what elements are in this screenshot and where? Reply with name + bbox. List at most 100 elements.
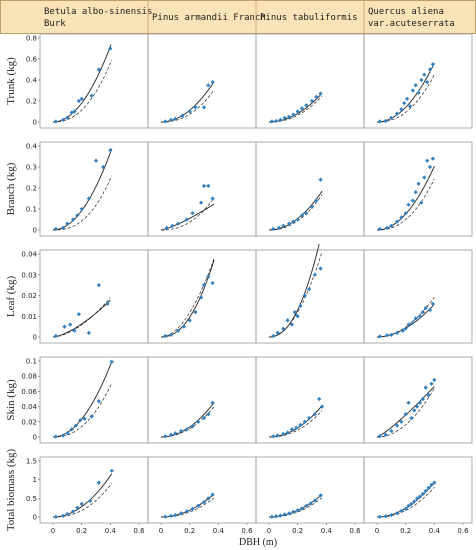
- data-point: [295, 314, 300, 319]
- data-point: [425, 80, 430, 85]
- data-point: [271, 434, 276, 439]
- data-point: [286, 511, 292, 516]
- data-point: [377, 226, 382, 232]
- data-point: [317, 396, 322, 402]
- data-point: [419, 77, 424, 83]
- data-point: [291, 509, 296, 514]
- column-header-line1: Pinus armandii Franch: [152, 13, 266, 23]
- data-point: [291, 219, 296, 224]
- data-point: [312, 272, 317, 277]
- data-point: [389, 428, 394, 434]
- fit-curve-dashed: [52, 483, 113, 518]
- x-tick-label: 0.4: [429, 527, 441, 535]
- data-point: [276, 225, 282, 230]
- data-point: [62, 324, 67, 329]
- data-point: [210, 400, 215, 405]
- data-point: [427, 164, 433, 170]
- data-point: [199, 200, 204, 205]
- x-tick-label: 0.4: [213, 527, 225, 535]
- scatter-panel: 0 0.02 0.04 0.06 0.08 0.1: [21, 356, 149, 444]
- panel-border: [39, 456, 149, 524]
- data-point: [304, 211, 309, 216]
- data-point: [60, 225, 66, 230]
- x-tick-label: 0: [159, 527, 163, 535]
- data-point: [318, 177, 323, 182]
- data-point: [206, 183, 211, 188]
- y-tick-label: 0.02: [21, 418, 37, 426]
- data-point: [420, 396, 425, 402]
- fit-curve-solid: [376, 482, 435, 518]
- fit-curve-dashed: [160, 197, 215, 231]
- data-point: [299, 106, 305, 111]
- fit-curve-solid: [160, 402, 215, 438]
- fit-curve-dashed: [52, 297, 111, 338]
- data-point: [289, 322, 295, 327]
- column-header-line1: Betula albo-sinensis: [44, 7, 152, 17]
- data-point: [96, 480, 101, 485]
- data-point: [314, 198, 319, 203]
- data-point: [196, 419, 201, 424]
- data-point: [319, 404, 325, 409]
- data-point: [164, 225, 169, 230]
- fit-curve-dashed: [268, 410, 323, 438]
- fit-curve-dashed: [52, 175, 113, 231]
- y-tick-label: 0: [33, 119, 37, 127]
- data-point: [82, 416, 87, 421]
- data-point: [292, 310, 297, 315]
- data-point: [271, 226, 276, 232]
- fit-curve-dashed: [268, 194, 323, 231]
- column-header-line1: Quercus aliena: [368, 7, 444, 17]
- y-tick-label: 0: [33, 334, 37, 342]
- fit-curve-solid: [268, 190, 323, 231]
- data-point: [399, 419, 404, 424]
- row-label: Leaf (kg): [5, 276, 17, 318]
- data-point: [184, 217, 189, 222]
- data-point: [53, 434, 58, 439]
- panel-border: [255, 33, 365, 129]
- scatter-panel: [363, 356, 473, 444]
- y-tick-label: 0.3: [26, 164, 37, 172]
- fit-curve-solid: [160, 493, 215, 518]
- data-point: [271, 333, 276, 339]
- x-tick-label: 0: [51, 527, 55, 535]
- fit-curve-dashed: [160, 258, 215, 338]
- data-point: [423, 385, 428, 390]
- panel-border: [363, 141, 473, 237]
- data-point: [75, 213, 80, 218]
- data-point: [399, 508, 404, 514]
- data-point: [318, 493, 323, 498]
- data-point: [168, 513, 174, 518]
- fit-curve-dashed: [268, 95, 323, 123]
- data-point: [173, 116, 178, 121]
- data-point: [285, 430, 290, 435]
- data-point: [427, 307, 433, 313]
- data-point: [176, 328, 181, 333]
- data-point: [426, 485, 431, 490]
- data-point: [282, 115, 287, 120]
- data-point: [417, 314, 423, 319]
- data-point: [417, 400, 423, 405]
- data-point: [413, 316, 418, 321]
- data-point: [415, 404, 420, 409]
- data-point: [89, 414, 94, 419]
- data-point: [413, 190, 418, 195]
- scatter-panel: [363, 456, 473, 524]
- data-point: [423, 488, 428, 493]
- data-point: [72, 328, 77, 333]
- data-point: [60, 117, 66, 122]
- data-point: [383, 118, 388, 124]
- data-point: [422, 72, 427, 77]
- scatter-panel: [147, 456, 257, 524]
- data-point: [314, 94, 319, 99]
- data-point: [70, 217, 76, 222]
- data-point: [190, 506, 195, 511]
- panel-border: [255, 249, 365, 344]
- data-point: [406, 322, 411, 327]
- data-point: [163, 514, 168, 519]
- scatter-panel: 0 0.5 1 1.5: [26, 456, 149, 524]
- x-axis: 0 0.2 0.4 0.6 0 0.2 0.4 0.6 0 0.2 0.4 0.6 0 0.2 0.4 0.6…: [51, 523, 469, 548]
- data-point: [210, 492, 215, 497]
- data-point: [299, 213, 305, 218]
- row-label: Skin (kg): [5, 379, 17, 421]
